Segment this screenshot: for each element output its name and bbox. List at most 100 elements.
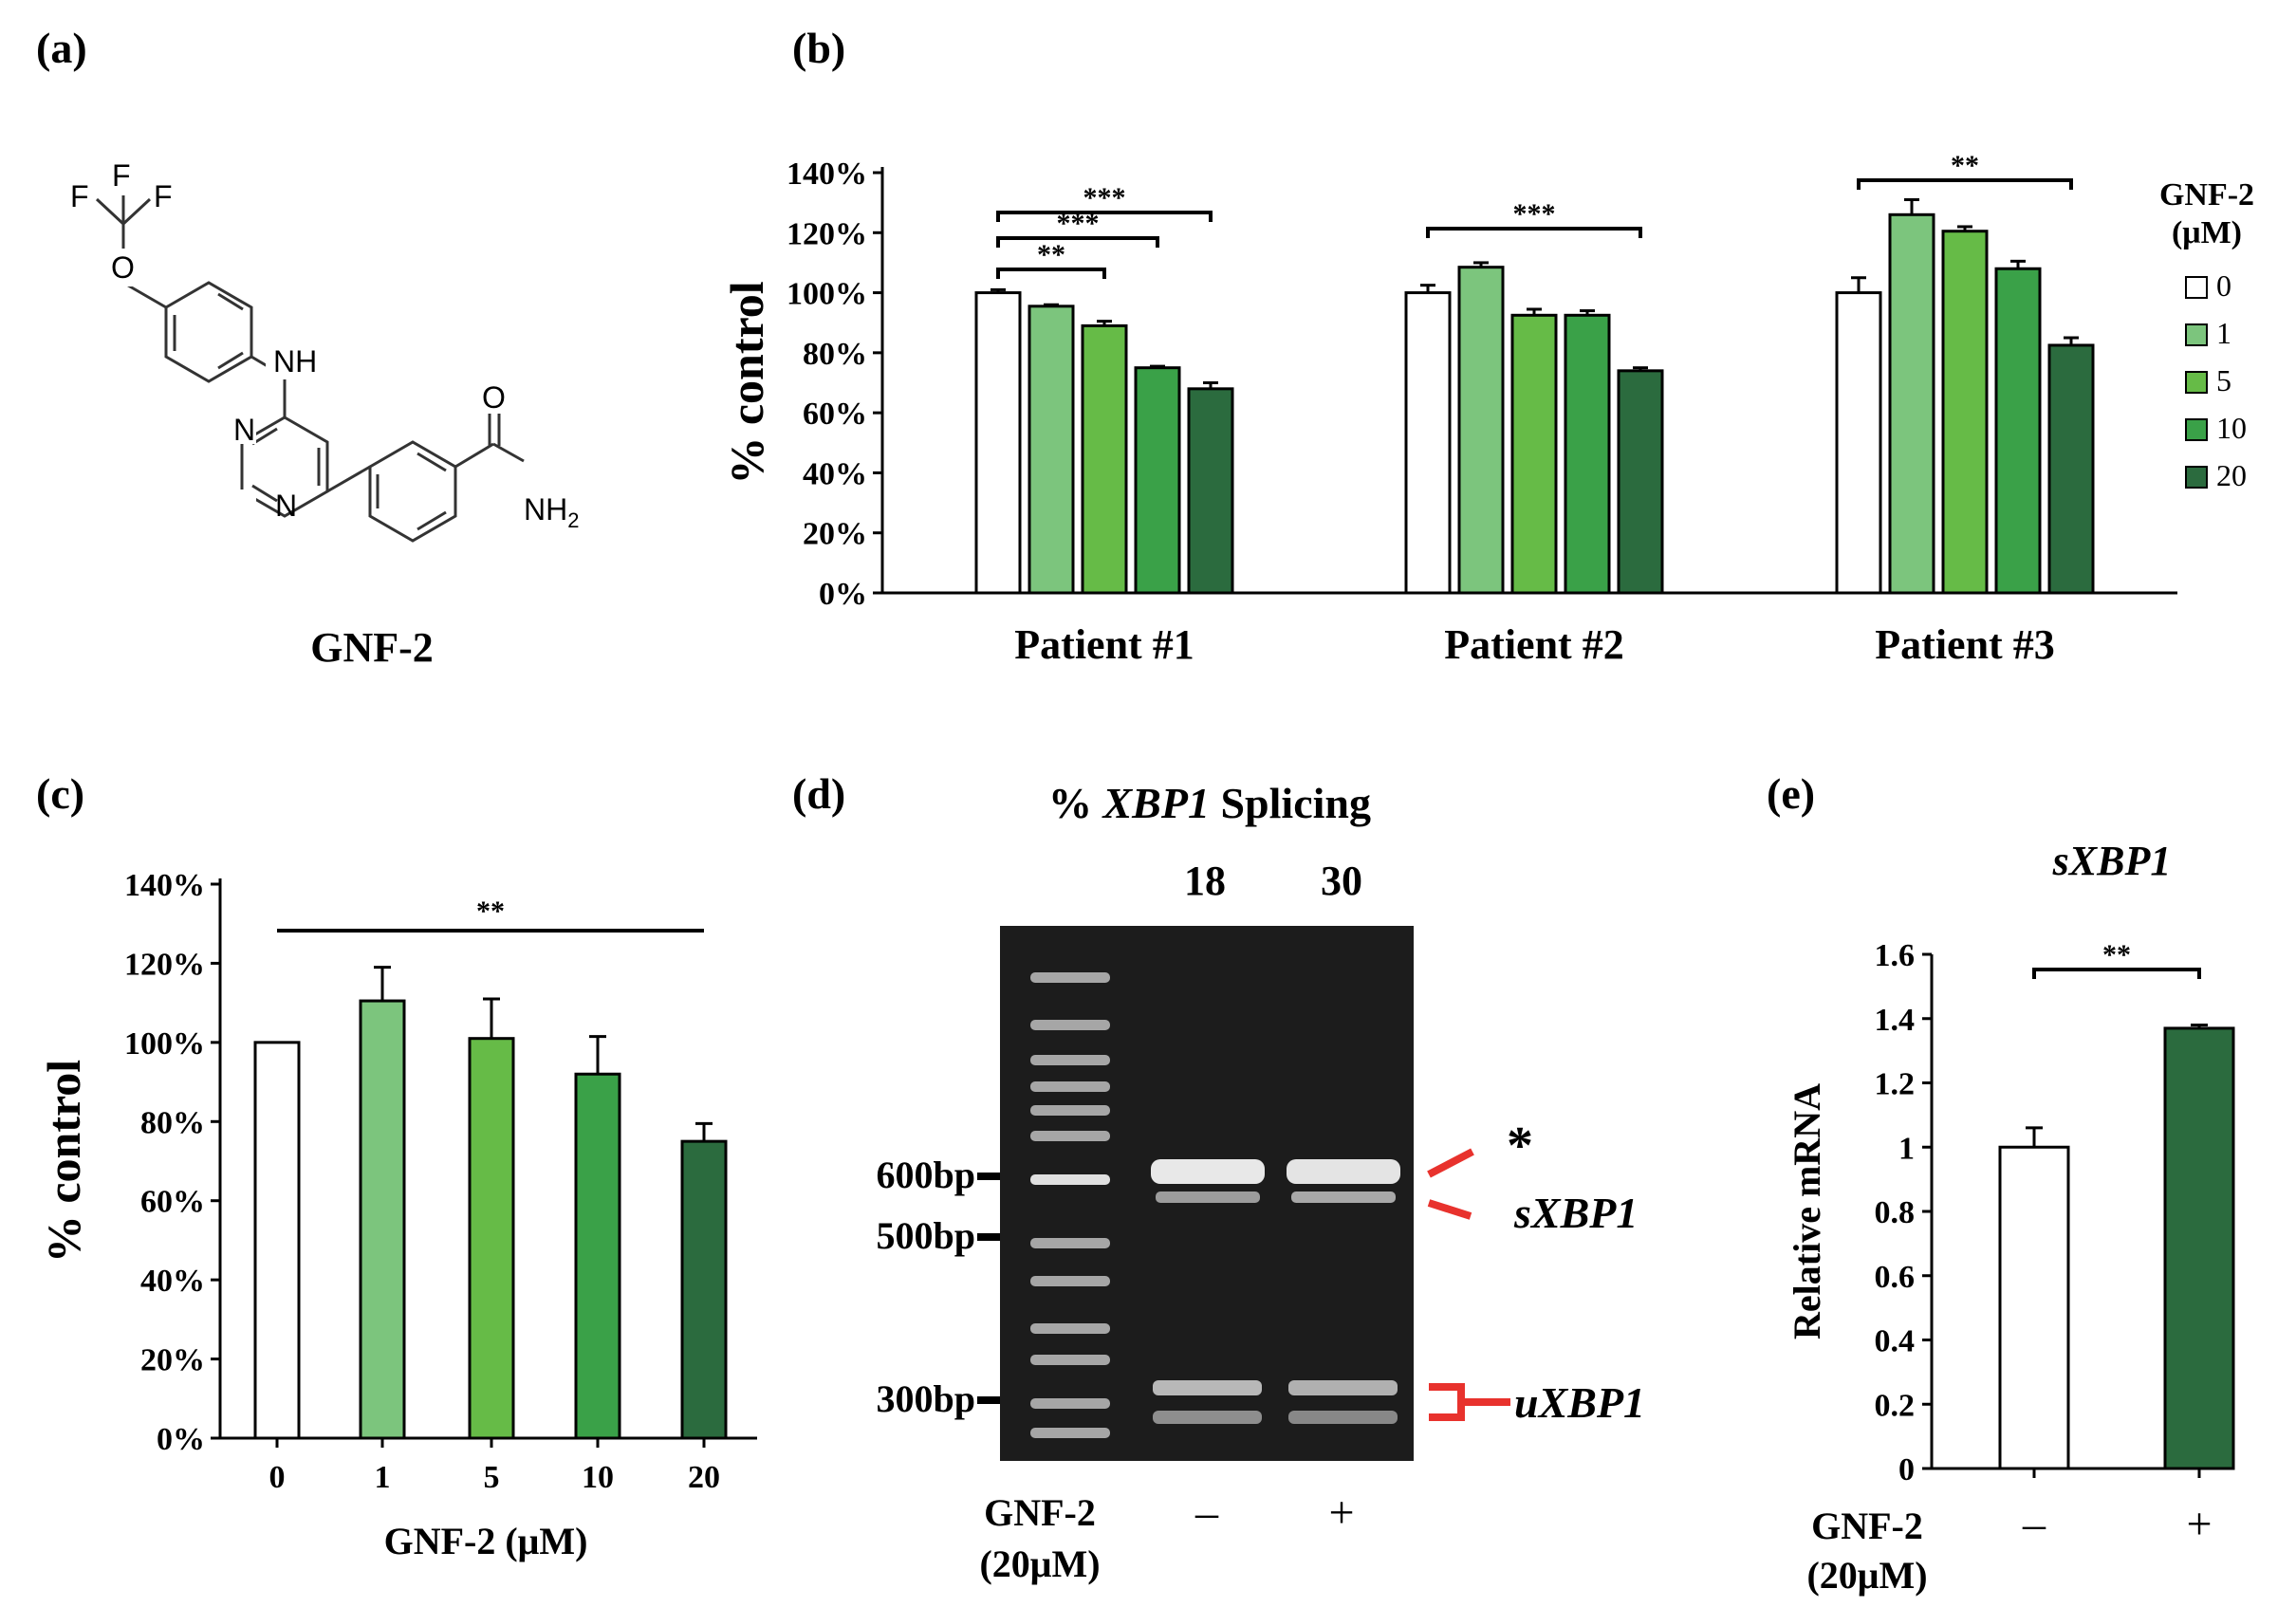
- x-axis-label-line1: GNF-2: [1811, 1505, 1923, 1547]
- marker-tick: [977, 1173, 1000, 1180]
- bar: [1187, 387, 1234, 595]
- legend-swatch: [2185, 418, 2208, 441]
- panel-label-b: (b): [792, 24, 845, 72]
- significance-label: ***: [1513, 198, 1556, 230]
- y-axis-label: % control: [37, 1060, 90, 1263]
- ladder-band: [1030, 1276, 1110, 1286]
- significance-label: **: [1037, 239, 1065, 270]
- bar: [974, 291, 1022, 595]
- band-label-sxbp1: sXBP1: [1513, 1189, 1638, 1237]
- ladder-band: [1030, 1131, 1110, 1141]
- legend-swatch: [2185, 466, 2208, 489]
- gel-band-uxbp1: [1153, 1411, 1262, 1424]
- y-tick-label: 40%: [140, 1264, 205, 1299]
- bond: [326, 465, 371, 493]
- chart-title: sXBP1: [2052, 838, 2172, 884]
- legend-title: GNF-2: [2159, 177, 2254, 212]
- panel-label-d: (d): [792, 769, 845, 818]
- atom-f: F: [112, 158, 131, 193]
- ladder-band: [1030, 1323, 1110, 1334]
- atom-mask: [266, 342, 326, 379]
- star-band-pointer: [1427, 1148, 1474, 1178]
- group-label: Patient #3: [1875, 621, 2054, 668]
- atom-labels: F F F O NH N N O NH2: [70, 158, 579, 532]
- uxbp1-bracket: [1429, 1383, 1510, 1421]
- x-tick-label: 0: [269, 1460, 286, 1495]
- significance-label: **: [476, 896, 505, 927]
- treatment-label-line2: (20μM): [979, 1542, 1100, 1585]
- atom-nh2: NH2: [524, 492, 579, 532]
- phenyl-ring: [368, 440, 457, 543]
- significance-label: **: [1951, 150, 1979, 181]
- x-tick-label: 10: [582, 1460, 614, 1495]
- bond: [121, 197, 152, 226]
- gel-title: % XBP1 Splicing: [1048, 779, 1371, 827]
- y-tick-label: 40%: [803, 456, 867, 491]
- phenyl-ring: [164, 281, 253, 383]
- significance-bracket: [1857, 178, 2073, 190]
- bond: [217, 292, 244, 311]
- gel-band-uxbp1: [1288, 1380, 1398, 1395]
- sxbp1-pointer: [1427, 1199, 1472, 1220]
- bond: [492, 442, 525, 463]
- atom-n: N: [275, 489, 297, 523]
- bar: [1564, 313, 1611, 595]
- y-tick-label: 120%: [124, 947, 205, 982]
- atom-mask: [231, 489, 256, 520]
- marker-300bp: 300bp: [877, 1377, 976, 1420]
- bar: [1134, 366, 1181, 595]
- panel-label-c: (c): [36, 769, 84, 818]
- atom-f: F: [70, 179, 89, 213]
- significance-bracket: [996, 211, 1213, 222]
- atom-mask: [104, 249, 142, 286]
- y-tick-label: 0.2: [1875, 1388, 1916, 1423]
- bar: [1941, 230, 1989, 595]
- group-label: Patient #1: [1014, 621, 1194, 668]
- marker-tick: [977, 1233, 1000, 1241]
- gel-band-uxbp1: [1288, 1411, 1398, 1424]
- band-label-uxbp1: uXBP1: [1514, 1378, 1645, 1427]
- ladder-band: [1030, 1081, 1110, 1092]
- bar: [468, 1037, 515, 1440]
- marker-500bp: 500bp: [877, 1214, 976, 1257]
- ladder-band: [1030, 1174, 1110, 1185]
- y-tick-label: 140%: [124, 868, 205, 903]
- x-tick-label: 1: [375, 1460, 391, 1495]
- chart-panel-c: 0% 20% 40% 60% 80% 100% 120% 140% % control 0 1 5 10…: [37, 868, 757, 1562]
- bar: [2047, 343, 2095, 595]
- bar: [1081, 323, 1128, 595]
- legend-label: 20: [2216, 458, 2247, 492]
- atom-o: O: [111, 250, 135, 285]
- y-tick-label: 60%: [803, 397, 867, 432]
- atom-o: O: [482, 380, 506, 415]
- bar: [1457, 266, 1505, 595]
- ladder-band: [1030, 1020, 1110, 1030]
- gel-panel: % XBP1 Splicing 18 30 600bp 500bp 300bp …: [877, 779, 1646, 1585]
- y-tick-label: 120%: [787, 216, 867, 251]
- gel-band-sxbp1: [1291, 1191, 1396, 1203]
- y-tick-label: 80%: [140, 1105, 205, 1140]
- legend-label: 10: [2216, 411, 2247, 445]
- x-tick-label: 5: [484, 1460, 500, 1495]
- y-tick-label: 0.8: [1875, 1195, 1916, 1230]
- y-tick-label: 1.4: [1875, 1003, 1916, 1038]
- atom-mask: [231, 414, 256, 444]
- atom-f: F: [154, 179, 173, 213]
- bar: [1617, 369, 1664, 595]
- significance-bracket: [1426, 227, 1642, 238]
- legend-label: 0: [2216, 268, 2231, 303]
- bond: [417, 510, 447, 531]
- y-tick-label: 0%: [157, 1422, 205, 1457]
- chart-panel-b: 0% 20% 40% 60% 80% 100% 120% 140% % control Patie…: [720, 150, 2254, 668]
- chemical-structure: [95, 195, 525, 543]
- bar: [2163, 1026, 2235, 1470]
- bond: [454, 442, 494, 469]
- bond: [417, 452, 447, 472]
- bar: [1835, 291, 1882, 595]
- group-label: Patient #2: [1444, 621, 1623, 668]
- atom-nh: NH: [273, 344, 317, 379]
- bond: [95, 197, 125, 226]
- chart-panel-e: 0 0.2 0.4 0.6 0.8 1 1.2 1.4 1.6 Relative mRNA sXBP…: [1786, 838, 2235, 1597]
- bar: [574, 1072, 621, 1440]
